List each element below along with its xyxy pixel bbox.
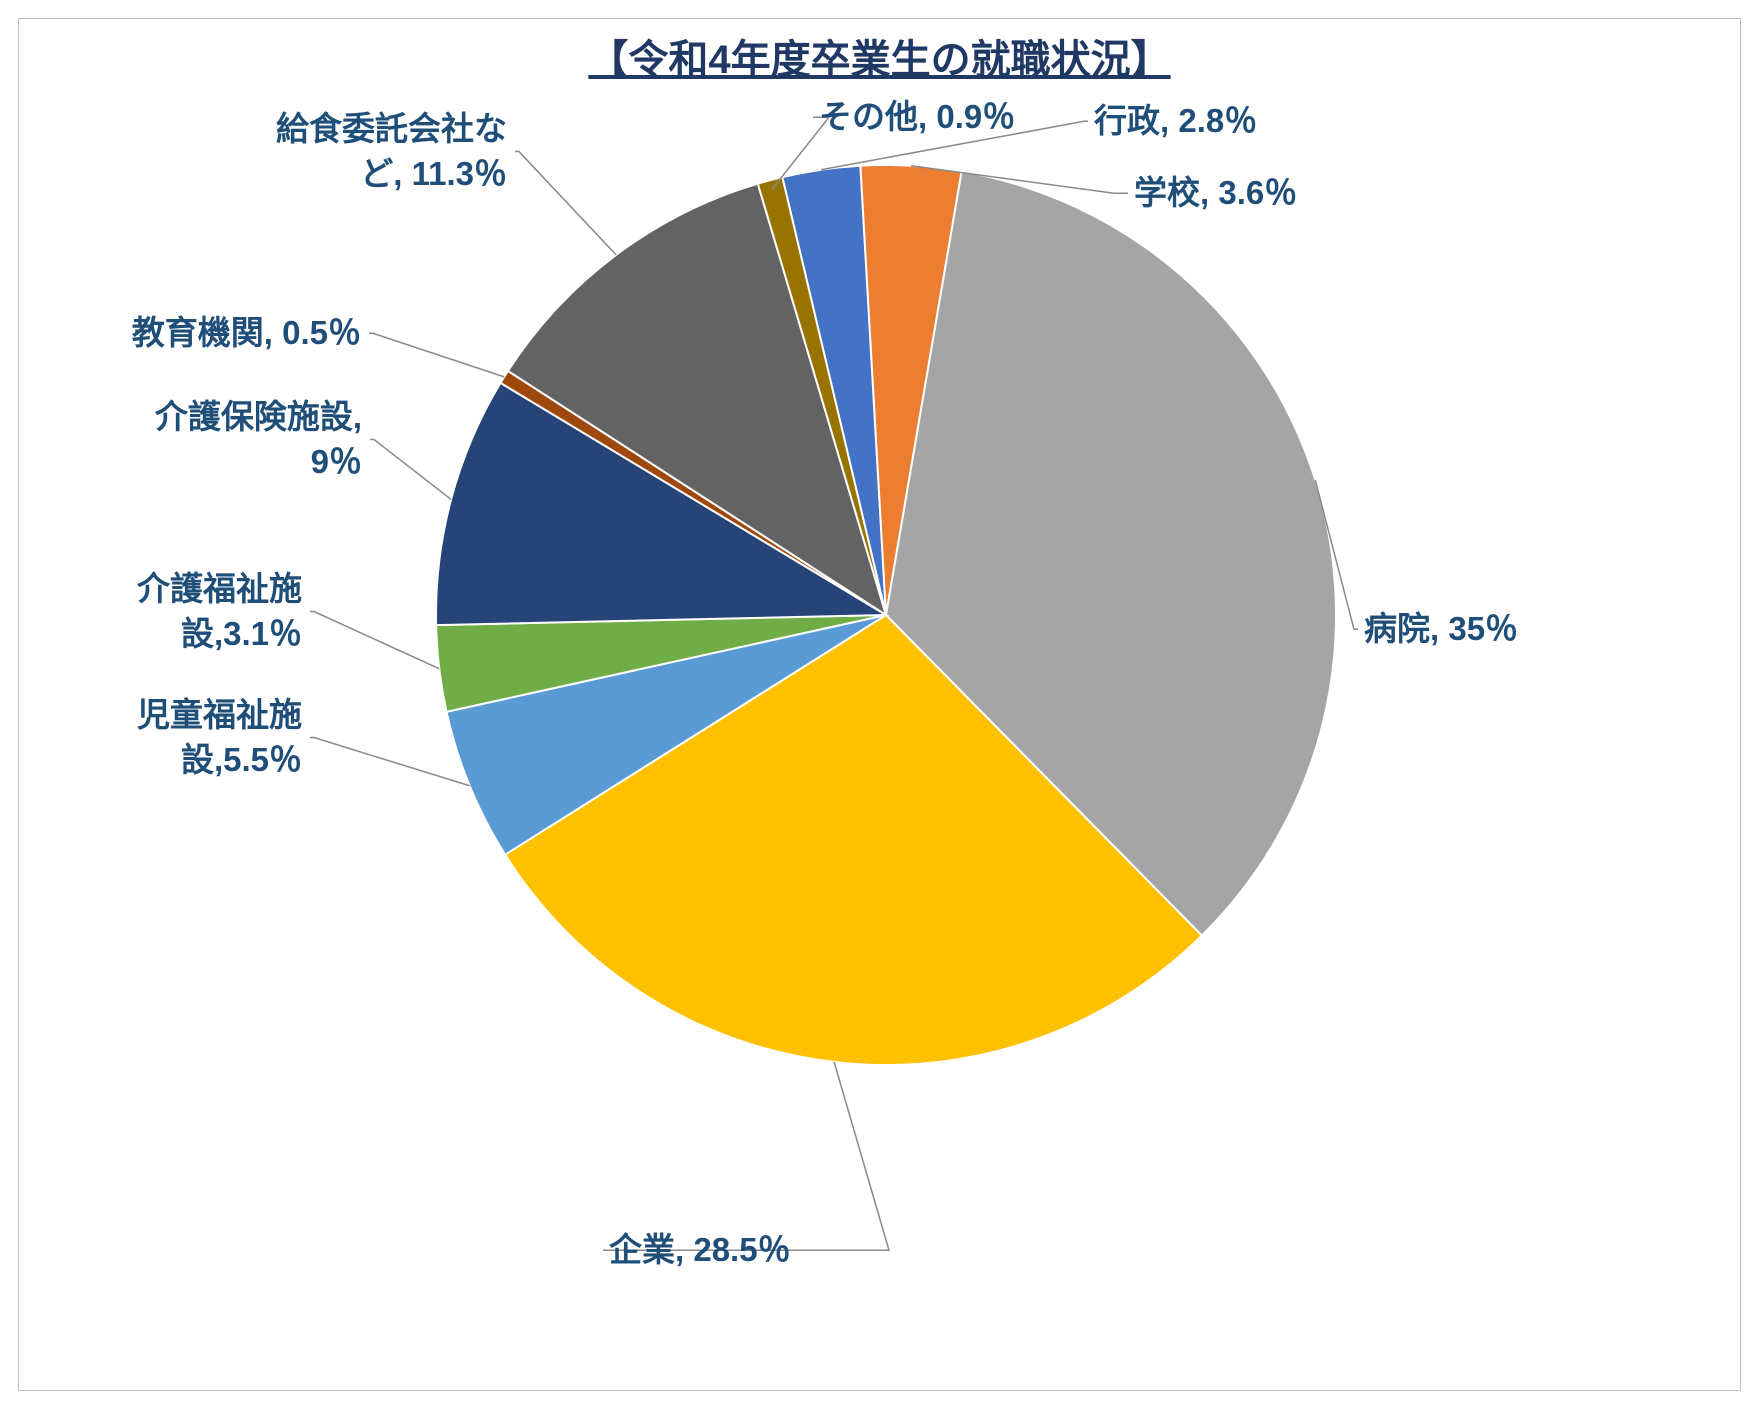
slice-label: 児童福祉施 設,5.5％ (137, 693, 302, 782)
slice-label: 学校, 3.6％ (1134, 171, 1297, 216)
slice-label: その他, 0.9％ (819, 95, 1015, 140)
slice-label: 介護保険施設, 9％ (155, 395, 362, 484)
slice-label: 企業, 28.5％ (609, 1228, 791, 1273)
slice-label: 教育機関, 0.5％ (132, 311, 361, 356)
slice-label: 介護福祉施 設,3.1％ (137, 567, 302, 656)
slice-label: 行政, 2.8％ (1094, 99, 1257, 144)
chart-labels: 行政, 2.8％ 学校, 3.6％ 病院, 35％ 企業, 28.5％ 児童福祉施 設,… (19, 19, 1740, 1390)
slice-label: 給食委託会社な ど, 11.3％ (276, 107, 507, 196)
slice-label: 病院, 35％ (1364, 607, 1518, 652)
chart-frame: 【令和4年度卒業生の就職状況】 行政, 2.8％学校, 3.6％病院, 35％企… (18, 18, 1741, 1391)
